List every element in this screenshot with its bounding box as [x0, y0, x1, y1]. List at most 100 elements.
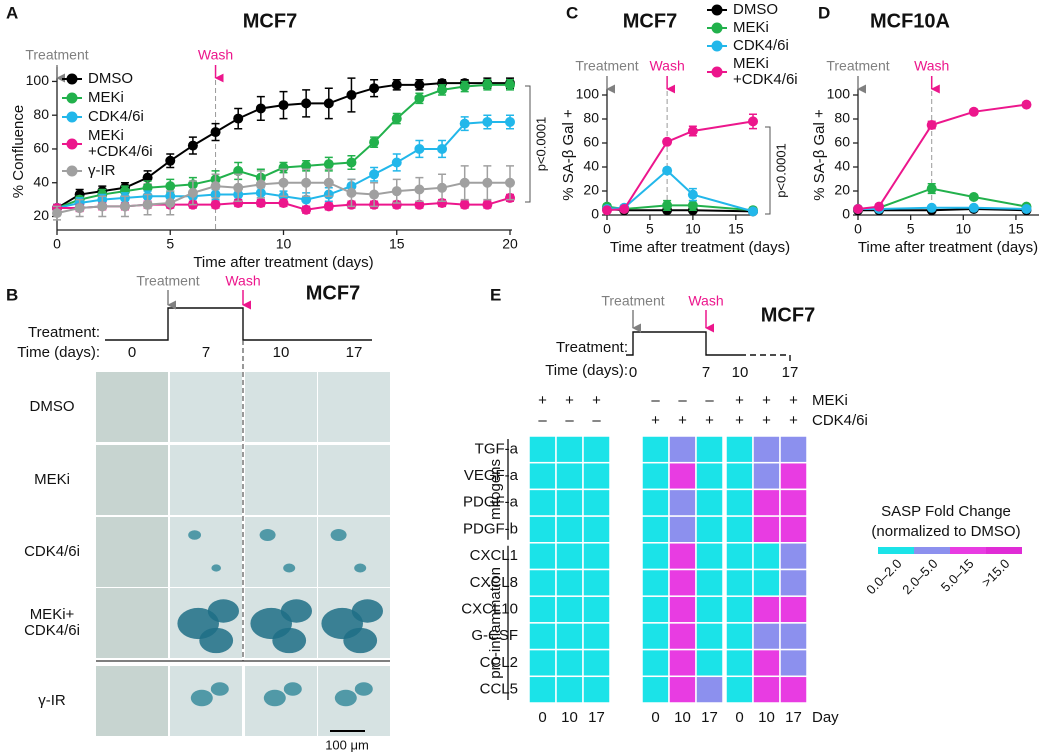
- data-point: [301, 194, 312, 205]
- heatmap-cell: [582, 461, 611, 491]
- x-tick-label: 10: [956, 221, 972, 237]
- heatmap-cell: [752, 542, 781, 571]
- data-point: [926, 202, 937, 213]
- legend-title: SASP Fold Change: [881, 503, 1011, 520]
- legend-label: MEKi: [88, 89, 124, 106]
- condition-sign: +: [735, 392, 744, 409]
- stained-cell: [280, 599, 312, 623]
- heatmap-cell: [668, 595, 697, 624]
- heatmap-cell: [779, 595, 808, 624]
- micrograph: [245, 372, 317, 442]
- y-tick-label: 20: [834, 182, 850, 198]
- y-tick-label: 40: [834, 158, 850, 174]
- scale-bar-label: 100 μm: [325, 737, 369, 752]
- y-tick-label: 60: [834, 134, 850, 150]
- micrograph: [318, 372, 390, 442]
- condition-sign: +: [762, 392, 771, 409]
- row-label: PDGF-a: [463, 494, 519, 511]
- data-point: [346, 89, 357, 100]
- y-tick-label: 40: [33, 173, 49, 189]
- x-tick-label: 20: [502, 236, 518, 252]
- data-point: [346, 187, 357, 198]
- stained-cell: [190, 689, 213, 707]
- data-point: [255, 197, 266, 208]
- x-axis-label: Day: [812, 709, 839, 726]
- condition-sign: –: [538, 412, 547, 429]
- heatmap-cell: [582, 435, 611, 464]
- heatmap-cell: [752, 488, 781, 517]
- y-axis-label: % SA-β Gal +: [811, 109, 828, 201]
- heatmap-cell: [555, 568, 584, 597]
- data-point: [165, 181, 176, 192]
- legend-label: >15.0: [979, 556, 1013, 590]
- legend-label: CDK4/6i: [88, 108, 144, 125]
- micrograph: [96, 666, 168, 736]
- data-point: [233, 197, 244, 208]
- data-point: [414, 93, 425, 104]
- heatmap-cell: [555, 595, 584, 624]
- stained-cell: [207, 599, 239, 623]
- heatmap-cell: [668, 488, 697, 517]
- y-tick-label: 0: [591, 206, 599, 222]
- heatmap-cell: [641, 488, 670, 517]
- panel-title: MCF7: [306, 282, 360, 304]
- day-label: 0: [128, 344, 136, 361]
- heatmap-cell: [725, 648, 754, 678]
- event-label: Treatment: [136, 273, 199, 289]
- condition-sign: +: [789, 412, 798, 429]
- event-label: Wash: [225, 273, 260, 289]
- x-axis-label: Time after treatment (days): [858, 239, 1038, 256]
- data-point: [74, 203, 85, 214]
- data-point: [414, 199, 425, 210]
- heatmap-cell: [779, 488, 808, 517]
- y-tick-label: 100: [26, 72, 50, 88]
- legend-swatch: [914, 547, 950, 554]
- x-tick-label: 15: [1008, 221, 1024, 237]
- data-point: [142, 182, 153, 193]
- data-point: [748, 116, 758, 127]
- data-point: [142, 199, 153, 210]
- micrograph: [96, 588, 168, 658]
- heatmap-cell: [528, 568, 557, 597]
- data-point: [505, 177, 515, 188]
- panel-letter: B: [6, 285, 18, 304]
- row-label: CXCL1: [470, 547, 518, 564]
- panel-letter: A: [6, 3, 18, 22]
- data-point: [482, 116, 493, 127]
- data-point: [301, 177, 312, 188]
- panel-letter: C: [566, 3, 578, 22]
- heatmap-cell: [695, 622, 724, 651]
- heatmap-cell: [555, 542, 584, 571]
- micrograph: [170, 445, 242, 515]
- heatmap-cell: [725, 595, 754, 624]
- heatmap-cell: [752, 461, 781, 491]
- micrograph: [96, 445, 168, 515]
- data-point: [459, 118, 470, 129]
- condition-sign: +: [678, 412, 687, 429]
- heatmap-cell: [668, 435, 697, 464]
- heatmap-cell: [725, 542, 754, 571]
- x-tick-label: 10: [685, 221, 701, 237]
- data-point: [165, 197, 176, 208]
- data-point: [874, 201, 885, 212]
- data-point: [437, 197, 448, 208]
- y-tick-label: 20: [33, 207, 49, 223]
- heatmap-cell: [582, 568, 611, 597]
- x-tick-label: 0: [735, 709, 743, 726]
- x-tick-label: 17: [701, 709, 718, 726]
- heatmap-cell: [668, 542, 697, 571]
- legend-swatch: [66, 111, 78, 123]
- data-point: [210, 127, 221, 138]
- condition-label: MEKi: [812, 392, 848, 409]
- y-tick-label: 20: [583, 182, 599, 198]
- event-label: Wash: [198, 47, 233, 63]
- heatmap-cell: [582, 488, 611, 517]
- condition-sign: +: [592, 392, 601, 409]
- legend-label: DMSO: [88, 70, 133, 87]
- heatmap-cell: [582, 542, 611, 571]
- data-point: [323, 201, 334, 212]
- y-tick-label: 80: [583, 110, 599, 126]
- condition-sign: +: [565, 392, 574, 409]
- heatmap-cell: [582, 595, 611, 624]
- x-axis-label: Time after treatment (days): [610, 239, 790, 256]
